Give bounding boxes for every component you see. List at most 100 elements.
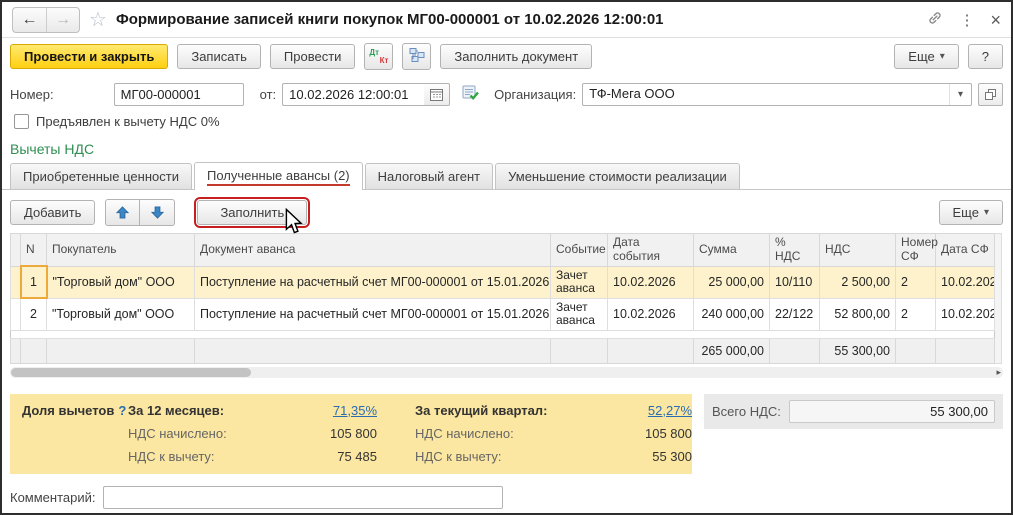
cell-event-date[interactable]: 10.02.2026 <box>607 265 694 299</box>
col-invoice-date[interactable]: Дата СФ <box>935 233 995 267</box>
table-row[interactable]: 2 "Торговый дом" ООО Поступление на расч… <box>10 297 995 331</box>
deduction-share-title: Доля вычетов <box>22 402 115 418</box>
total-vat-field <box>788 399 995 423</box>
tab-tax-agent[interactable]: Налоговый агент <box>364 163 494 189</box>
vat0-checkbox[interactable] <box>14 114 29 129</box>
cell-event-date[interactable]: 10.02.2026 <box>607 297 694 331</box>
header-fields: Номер: от: Организация: ТФ-Мега ООО ▾ <box>2 77 1011 110</box>
cell-vat[interactable]: 2 500,00 <box>819 265 896 299</box>
organization-open-button[interactable] <box>978 83 1003 106</box>
col-sum[interactable]: Сумма <box>693 233 770 267</box>
scroll-right-icon[interactable]: ▸ <box>996 366 1001 377</box>
post-button[interactable]: Провести <box>269 44 356 69</box>
row-marker-header <box>10 233 21 267</box>
document-check-icon[interactable] <box>462 85 480 104</box>
col-buyer[interactable]: Покупатель <box>46 233 195 267</box>
post-and-close-button[interactable]: Провести и закрыть <box>10 44 169 69</box>
col-vat[interactable]: НДС <box>819 233 896 267</box>
scrollbar-thumb[interactable] <box>11 367 251 377</box>
more-button-top[interactable]: Еще ▾ <box>894 44 959 69</box>
cell-invoice-date[interactable]: 10.02.2026 <box>935 297 995 331</box>
number-label: Номер: <box>10 87 54 102</box>
cell-invoice-date[interactable]: 10.02.2026 <box>935 265 995 299</box>
col-event[interactable]: Событие <box>550 233 608 267</box>
vat0-check-row: Предъявлен к вычету НДС 0% <box>2 110 1011 135</box>
dtkt-icon: Дт Кт <box>369 47 389 65</box>
move-down-button[interactable] <box>140 199 176 226</box>
total-sum: 265 000,00 <box>693 337 770 364</box>
cell-buyer[interactable]: "Торговый дом" ООО <box>46 265 195 299</box>
link-icon[interactable] <box>927 10 943 29</box>
main-toolbar: Провести и закрыть Записать Провести Дт К… <box>2 38 1011 77</box>
vat0-checkbox-label: Предъявлен к вычету НДС 0% <box>36 114 220 129</box>
add-row-button[interactable]: Добавить <box>10 200 96 225</box>
organization-value: ТФ-Мега ООО <box>589 86 675 101</box>
help-question-icon[interactable]: ? <box>118 402 127 418</box>
tab-sales-reduction[interactable]: Уменьшение стоимости реализации <box>495 163 740 189</box>
back-button[interactable]: ← <box>13 8 46 32</box>
show-postings-button[interactable]: Дт Кт <box>364 43 394 70</box>
advances-table: N Покупатель Документ аванса Событие Дат… <box>10 233 995 364</box>
more-button-table[interactable]: Еще ▾ <box>938 200 1003 225</box>
cell-n[interactable]: 2 <box>20 297 47 331</box>
cell-vat[interactable]: 52 800,00 <box>819 297 896 331</box>
back-icon: ← <box>21 10 38 28</box>
favorite-star-icon[interactable]: ☆ <box>89 8 107 31</box>
cell-advance-document[interactable]: Поступление на расчетный счет МГ00-00000… <box>194 265 551 299</box>
col-advance-document[interactable]: Документ аванса <box>194 233 551 267</box>
quarter-percent-link[interactable]: 52,27% <box>647 402 692 418</box>
col-vat-rate[interactable]: % НДС <box>769 233 820 267</box>
organization-dropdown-icon[interactable]: ▾ <box>949 84 971 105</box>
cell-vat-rate[interactable]: 10/110 <box>769 265 820 299</box>
page-title: Формирование записей книги покупок МГ00-… <box>115 11 664 28</box>
total-vat-label: Всего НДС: <box>712 403 781 419</box>
cell-vat-rate[interactable]: 22/122 <box>769 297 820 331</box>
col-invoice-number[interactable]: Номер СФ <box>895 233 938 267</box>
organization-combo[interactable]: ТФ-Мега ООО ▾ <box>582 83 972 106</box>
write-button[interactable]: Записать <box>177 44 261 69</box>
comment-field[interactable] <box>102 485 503 509</box>
table-header-row: N Покупатель Документ аванса Событие Дат… <box>10 233 995 267</box>
vertical-scrollbar[interactable] <box>995 233 1002 364</box>
close-icon[interactable]: × <box>990 9 1001 30</box>
cell-invoice-number[interactable]: 2 <box>895 265 936 299</box>
total-vat: 55 300,00 <box>819 337 896 364</box>
table-row[interactable]: 1 "Торговый дом" ООО Поступление на расч… <box>10 265 995 300</box>
arrow-up-icon <box>116 206 130 219</box>
related-documents-button[interactable] <box>402 43 432 70</box>
date-field[interactable] <box>282 83 425 106</box>
fill-document-button[interactable]: Заполнить документ <box>440 44 593 69</box>
deduction-share-panel: Доля вычетов? За 12 месяцев: 71,35% За т… <box>10 393 692 474</box>
cell-sum[interactable]: 240 000,00 <box>693 297 770 331</box>
row-marker <box>10 297 21 331</box>
calendar-icon[interactable] <box>424 83 451 106</box>
date-label: от: <box>259 87 277 102</box>
tab-received-advances[interactable]: Полученные авансы (2) <box>193 162 363 190</box>
cell-buyer[interactable]: "Торговый дом" ООО <box>46 297 195 331</box>
fill-button[interactable]: Заполнить <box>194 197 311 228</box>
cell-event[interactable]: Зачет аванса <box>550 265 608 299</box>
bottom-panels: Доля вычетов? За 12 месяцев: 71,35% За т… <box>10 393 1003 474</box>
forward-button[interactable]: → <box>46 7 79 32</box>
cell-n[interactable]: 1 <box>19 265 48 300</box>
months12-percent-link[interactable]: 71,35% <box>332 402 377 418</box>
months12-deduct-value: 75 485 <box>337 448 377 464</box>
cell-invoice-number[interactable]: 2 <box>895 297 936 331</box>
tab-purchased-values[interactable]: Приобретенные ценности <box>10 163 192 189</box>
move-up-button[interactable] <box>105 199 141 226</box>
help-button[interactable]: ? <box>967 44 1003 69</box>
comment-label: Комментарий: <box>10 489 96 505</box>
cell-event[interactable]: Зачет аванса <box>550 297 608 331</box>
cell-advance-document[interactable]: Поступление на расчетный счет МГ00-00000… <box>194 297 551 331</box>
kebab-menu-icon[interactable]: ⋮ <box>959 11 975 29</box>
horizontal-scrollbar[interactable]: ▸ <box>10 366 1003 378</box>
months12-accrued-value: 105 800 <box>330 425 377 441</box>
number-field[interactable] <box>113 83 244 106</box>
table-spacer-row <box>10 329 995 339</box>
col-event-date[interactable]: Дата события <box>607 233 694 267</box>
history-nav: ← → <box>12 6 80 33</box>
advances-table-zone: N Покупатель Документ аванса Событие Дат… <box>10 233 1003 364</box>
cell-sum[interactable]: 25 000,00 <box>693 265 770 299</box>
col-n[interactable]: N <box>20 233 47 267</box>
